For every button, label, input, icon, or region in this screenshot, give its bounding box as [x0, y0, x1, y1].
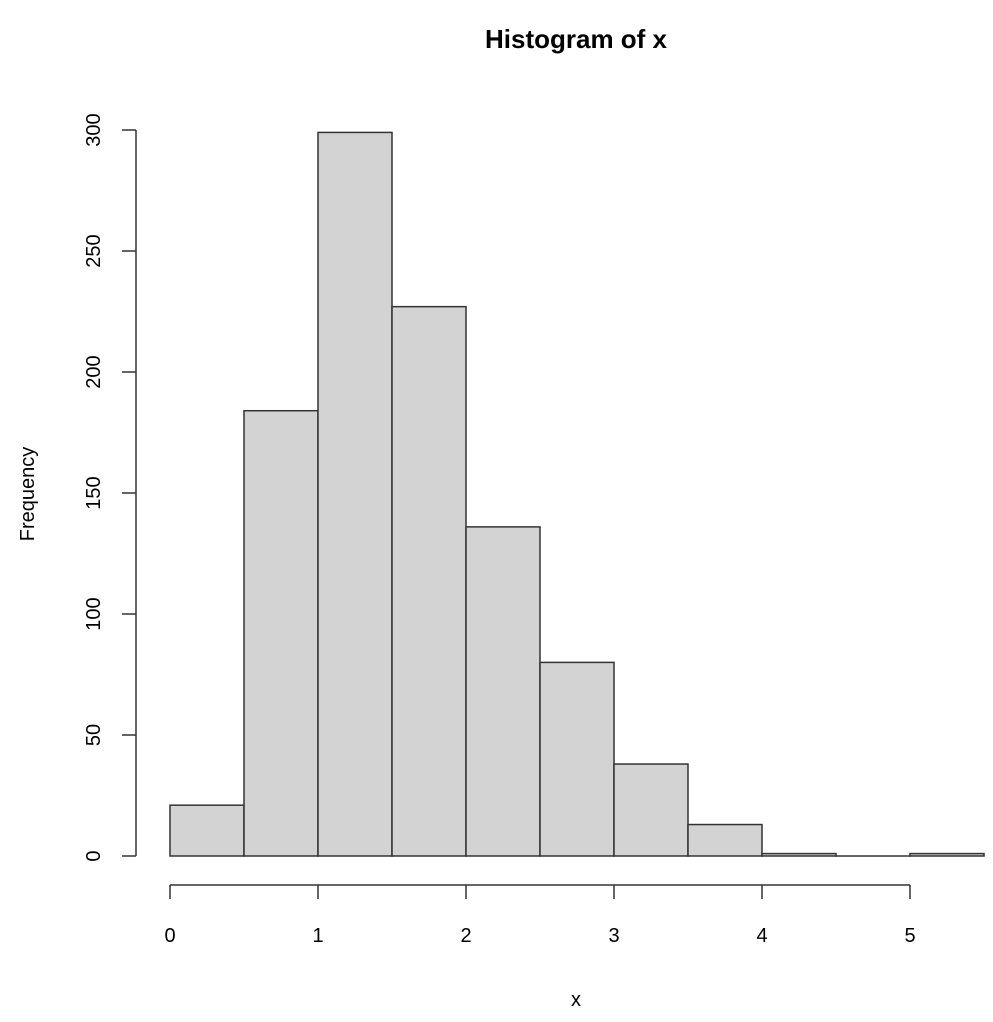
- x-tick-label: 5: [904, 925, 915, 947]
- y-axis: 0 50 100 150 200 250 300: [83, 113, 137, 862]
- x-tick-label: 3: [608, 925, 619, 947]
- y-tick-label: 200: [83, 355, 105, 388]
- x-axis: 0 1 2 3 4 5: [164, 884, 916, 947]
- x-tick-label: 0: [164, 925, 175, 947]
- histogram-bar: [761, 852, 837, 857]
- chart-title: Histogram of x: [485, 24, 668, 54]
- y-tick-label: 0: [83, 850, 105, 861]
- x-tick-label: 2: [460, 925, 471, 947]
- histogram-bar: [391, 305, 467, 857]
- histogram-bar: [687, 823, 763, 857]
- y-tick-label: 50: [83, 724, 105, 746]
- y-tick-label: 300: [83, 113, 105, 146]
- x-axis-label: x: [571, 989, 581, 1011]
- histogram-bar: [909, 852, 985, 857]
- histogram-bar: [465, 526, 541, 857]
- histogram-bar: [169, 804, 245, 857]
- histogram-bar: [539, 661, 615, 857]
- y-tick-label: 250: [83, 234, 105, 267]
- histogram-bar: [613, 763, 689, 857]
- histogram-bars: [169, 131, 985, 857]
- y-axis-label: Frequency: [17, 447, 39, 542]
- histogram-bar: [243, 409, 319, 857]
- x-tick-label: 4: [756, 925, 767, 947]
- y-tick-label: 150: [83, 476, 105, 509]
- y-tick-label: 100: [83, 597, 105, 630]
- histogram-bar: [317, 131, 393, 857]
- x-tick-label: 1: [312, 925, 323, 947]
